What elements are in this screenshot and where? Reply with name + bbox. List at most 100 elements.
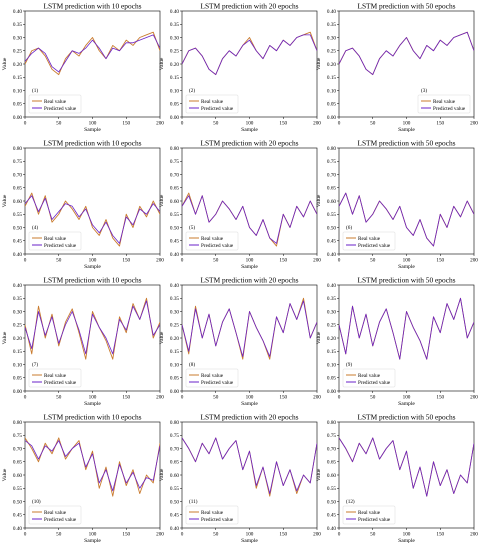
y-tick-label: 0.20	[170, 62, 179, 68]
series-line-predicted	[25, 440, 160, 492]
y-tick-label: 0.55	[327, 212, 336, 218]
y-tick-label: 0.40	[170, 283, 179, 289]
legend-label: Real value	[44, 510, 67, 516]
legend-label: Predicted value	[201, 380, 234, 386]
y-tick-label: 0.80	[13, 420, 22, 426]
y-tick-label: 0.40	[13, 526, 22, 532]
y-tick-label: 0.75	[13, 433, 22, 439]
series-line-real	[25, 297, 160, 360]
chart-panel-3: LSTM prediction with 50 epochs 0.00 0.05 0.…	[316, 2, 478, 134]
legend-label: Predicted value	[358, 243, 391, 249]
x-tick-label: 200	[470, 258, 478, 264]
y-tick-label: 0.05	[327, 102, 336, 108]
x-tick-label: 150	[122, 258, 130, 264]
chart-panel-6: LSTM prediction with 50 epochs 0.40 0.45 0.…	[316, 139, 478, 271]
y-tick-label: 0.45	[13, 239, 22, 245]
y-tick-label: 0.65	[170, 460, 179, 466]
x-axis-label: Sample	[398, 401, 415, 407]
y-tick-label: 0.65	[327, 186, 336, 192]
panel-number: (12)	[346, 498, 355, 505]
y-tick-label: 0.30	[13, 309, 22, 315]
x-tick-label: 100	[89, 258, 97, 264]
y-tick-label: 0.75	[327, 433, 336, 439]
y-tick-label: 0.10	[13, 88, 22, 94]
chart-panel-2: LSTM prediction with 20 epochs 0.00 0.05 0.…	[159, 2, 321, 134]
y-tick-label: 0.75	[327, 159, 336, 165]
x-tick-label: 150	[122, 121, 130, 127]
x-tick-label: 100	[403, 121, 411, 127]
panel-number: (1)	[32, 87, 38, 94]
y-tick-label: 0.80	[170, 420, 179, 426]
panel-number: (11)	[189, 498, 198, 505]
x-tick-label: 50	[213, 121, 219, 127]
y-tick-label: 0.25	[327, 49, 336, 55]
x-tick-label: 100	[403, 532, 411, 538]
series-line-real	[182, 297, 317, 360]
series-line-real	[339, 31, 474, 76]
y-tick-label: 0.70	[327, 172, 336, 178]
y-tick-label: 0.50	[170, 499, 179, 505]
y-tick-label: 0.45	[170, 513, 179, 519]
chart-title: LSTM prediction with 20 epochs	[200, 413, 298, 422]
x-tick-label: 100	[89, 121, 97, 127]
x-tick-label: 0	[24, 395, 27, 401]
x-tick-label: 50	[56, 121, 62, 127]
y-tick-label: 0.15	[13, 75, 22, 81]
chart-title: LSTM prediction with 20 epochs	[200, 2, 298, 11]
x-tick-label: 200	[156, 258, 164, 264]
y-tick-label: 0.40	[13, 252, 22, 258]
chart-title: LSTM prediction with 10 epochs	[43, 276, 141, 285]
x-tick-label: 150	[122, 532, 130, 538]
x-tick-label: 200	[313, 532, 321, 538]
x-tick-label: 200	[470, 532, 478, 538]
y-tick-label: 0.20	[13, 62, 22, 68]
y-tick-label: 0.60	[13, 199, 22, 205]
y-tick-label: 0.10	[170, 88, 179, 94]
y-tick-label: 0.00	[170, 115, 179, 121]
y-tick-label: 0.65	[13, 460, 22, 466]
x-tick-label: 150	[279, 395, 287, 401]
chart-title: LSTM prediction with 10 epochs	[43, 139, 141, 148]
y-tick-label: 0.25	[327, 323, 336, 329]
chart-panel-5: LSTM prediction with 20 epochs 0.40 0.45 0.…	[159, 139, 321, 271]
chart-title: LSTM prediction with 50 epochs	[357, 139, 455, 148]
y-tick-label: 0.40	[327, 526, 336, 532]
panel-number: (10)	[32, 498, 41, 505]
x-tick-label: 0	[24, 258, 27, 264]
x-axis-label: Sample	[241, 127, 258, 133]
chart-panel-7: LSTM prediction with 10 epochs 0.00 0.05 0.…	[2, 276, 164, 408]
legend-label: Real value	[358, 510, 381, 516]
legend-label: Real value	[433, 99, 456, 105]
x-tick-label: 0	[338, 395, 341, 401]
x-tick-label: 200	[470, 121, 478, 127]
x-tick-label: 150	[436, 532, 444, 538]
x-tick-label: 0	[338, 121, 341, 127]
chart-title: LSTM prediction with 20 epochs	[200, 139, 298, 148]
series-line-real	[339, 297, 474, 360]
legend-label: Real value	[201, 99, 224, 105]
x-tick-label: 50	[370, 258, 376, 264]
y-tick-label: 0.55	[13, 212, 22, 218]
legend-label: Predicted value	[358, 517, 391, 523]
panel-number: (5)	[189, 224, 195, 231]
x-tick-label: 50	[370, 121, 376, 127]
x-axis-label: Sample	[84, 538, 101, 544]
legend-label: Real value	[358, 373, 381, 379]
x-tick-label: 0	[181, 395, 184, 401]
y-tick-label: 0.15	[327, 75, 336, 81]
chart-panel-12: LSTM prediction with 50 epochs 0.40 0.45 0.…	[316, 413, 478, 545]
y-axis-label: Value	[2, 194, 8, 207]
y-tick-label: 0.40	[13, 9, 22, 15]
chart-title: LSTM prediction with 50 epochs	[357, 413, 455, 422]
y-tick-label: 0.40	[170, 526, 179, 532]
y-tick-label: 0.00	[327, 115, 336, 121]
series-line-real	[339, 437, 474, 497]
